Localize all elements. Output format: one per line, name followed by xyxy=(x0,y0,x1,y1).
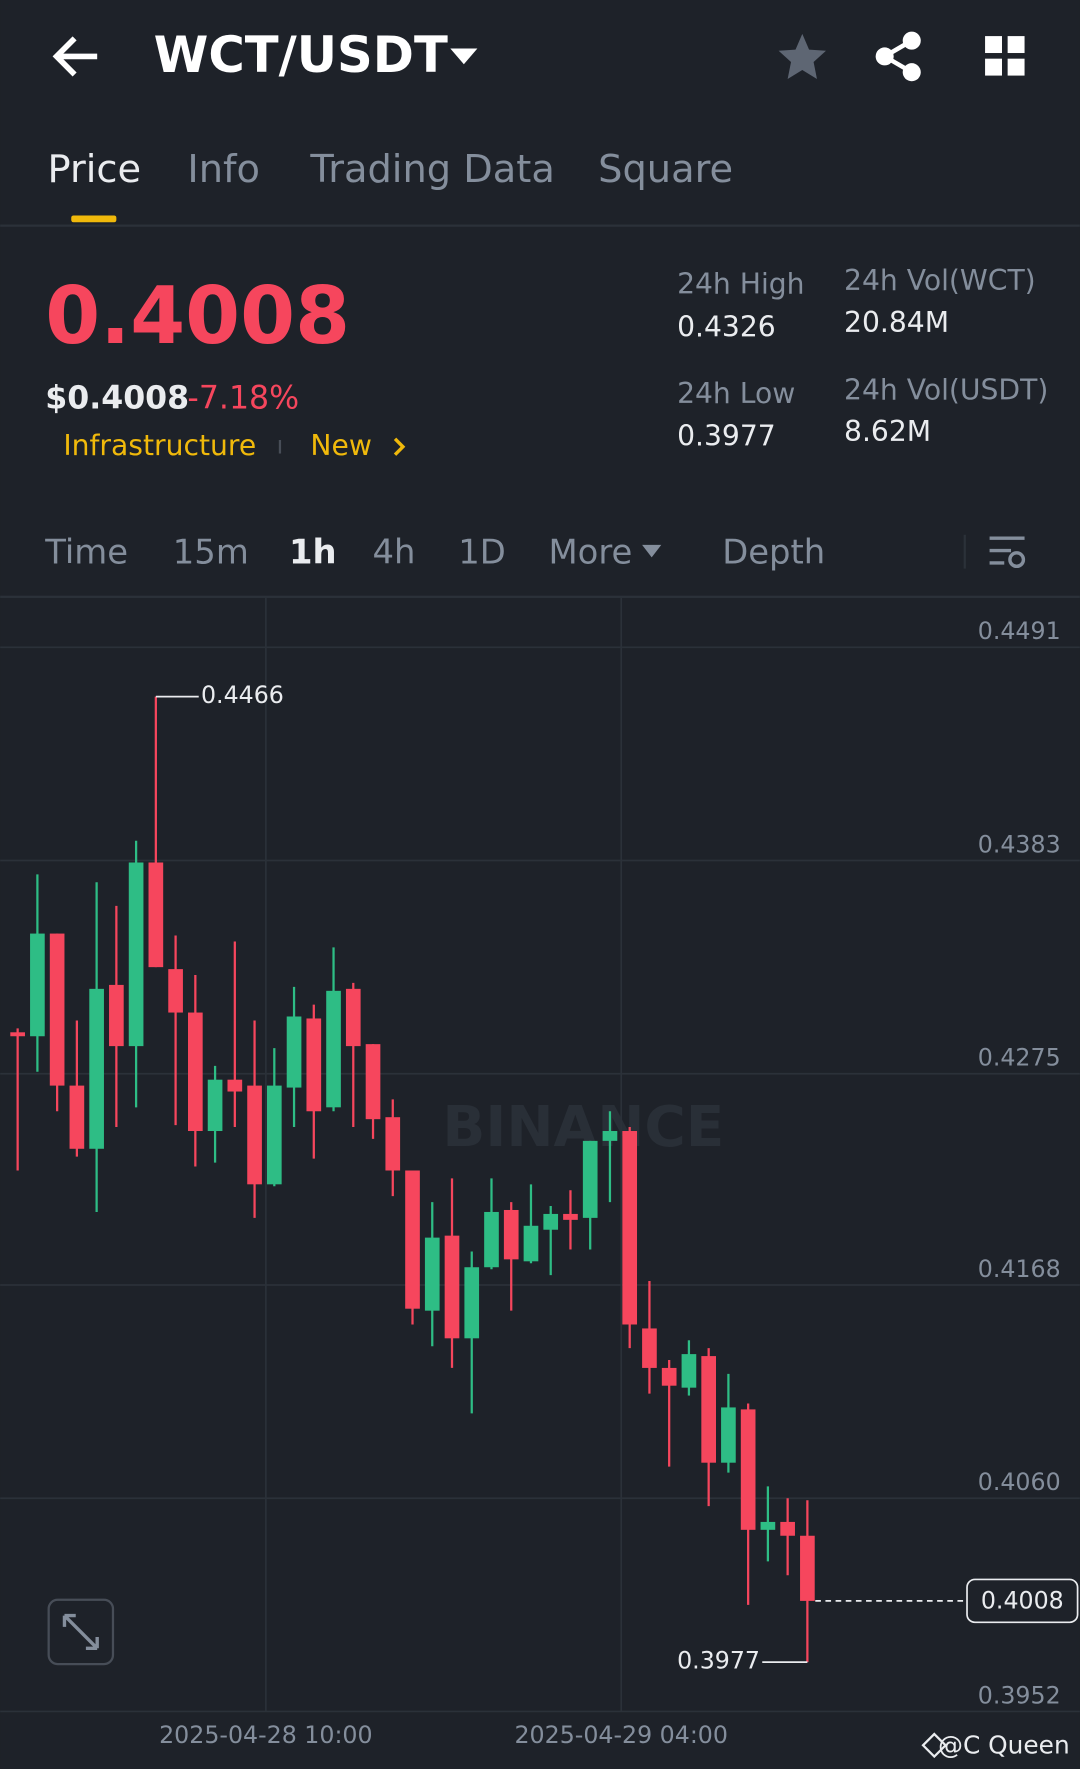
credit-logo xyxy=(921,1732,948,1759)
candle-body xyxy=(326,990,341,1108)
candle-body xyxy=(563,1213,578,1220)
chart-settings-icon[interactable] xyxy=(989,536,1026,569)
x-tick-label: 2025-04-28 10:00 xyxy=(159,1721,372,1749)
candle-body xyxy=(780,1521,795,1536)
tab[interactable]: Info xyxy=(187,147,260,192)
candle-body xyxy=(227,1079,243,1092)
candle-body xyxy=(721,1407,736,1463)
last-price: 0.4008 xyxy=(45,270,350,362)
credit: @C Queen xyxy=(938,1730,1070,1759)
tab[interactable]: Square xyxy=(598,147,733,192)
stat-label: 24h Vol(USDT) xyxy=(844,373,1048,406)
usd-price: $0.4008 xyxy=(45,380,189,416)
stat-value: 20.84M xyxy=(844,306,949,339)
candle-body xyxy=(543,1213,559,1230)
tab[interactable]: Trading Data xyxy=(309,147,554,192)
stat-label: 24h Low xyxy=(677,377,795,410)
y-tick-label: 0.3952 xyxy=(978,1681,1061,1709)
candle-body xyxy=(128,862,144,1047)
interval-tab[interactable]: 15m xyxy=(173,532,249,571)
candle-body xyxy=(306,1018,322,1112)
grid-menu-icon[interactable] xyxy=(985,36,1025,76)
more-dropdown[interactable] xyxy=(642,544,662,558)
candle-body xyxy=(286,1016,302,1088)
last-price-box xyxy=(966,1578,1079,1624)
candle-body xyxy=(385,1117,401,1171)
x-tick-label: 2025-04-29 04:00 xyxy=(514,1721,727,1749)
candle-body xyxy=(740,1409,756,1530)
interval-tab[interactable]: Depth xyxy=(722,532,825,571)
y-tick-label: 0.4275 xyxy=(978,1044,1061,1072)
interval-tab[interactable]: 1D xyxy=(458,532,506,571)
divider xyxy=(963,534,966,569)
price-change: -7.18% xyxy=(187,380,299,416)
candle-body xyxy=(109,984,124,1047)
candle-body xyxy=(602,1131,618,1141)
candle-body xyxy=(582,1140,598,1218)
stat-value: 0.3977 xyxy=(677,420,776,453)
candle-body xyxy=(484,1211,499,1268)
stat-value: 0.4326 xyxy=(677,310,776,343)
tag-chevron[interactable] xyxy=(393,437,406,456)
candle-body xyxy=(69,1085,85,1149)
low-label: 0.3977 xyxy=(677,1647,760,1675)
candle-body xyxy=(523,1225,539,1262)
candle-body xyxy=(800,1535,815,1601)
active-tab-indicator xyxy=(71,215,117,223)
stat-label: 24h Vol(WCT) xyxy=(844,264,1036,297)
candle-body xyxy=(424,1237,440,1311)
candle-body xyxy=(207,1079,223,1132)
stat-value: 8.62M xyxy=(844,415,931,448)
share-icon[interactable] xyxy=(875,31,921,82)
favorite-icon[interactable] xyxy=(778,33,826,79)
candle-body xyxy=(345,988,361,1047)
candle-body xyxy=(444,1235,460,1339)
candle-body xyxy=(642,1328,657,1368)
divider xyxy=(0,595,1080,598)
candle-body xyxy=(89,988,104,1149)
last-price-label: 0.4008 xyxy=(981,1587,1064,1615)
y-tick-label: 0.4383 xyxy=(978,830,1061,858)
pair-title[interactable]: WCT/USDT xyxy=(154,26,448,84)
candle-body xyxy=(188,1012,203,1132)
y-tick-label: 0.4168 xyxy=(978,1255,1061,1283)
candle-body xyxy=(405,1170,420,1309)
candle-body xyxy=(760,1521,776,1530)
y-tick-label: 0.4060 xyxy=(978,1468,1061,1496)
expand-button[interactable] xyxy=(47,1598,115,1666)
y-tick-label: 0.4491 xyxy=(978,617,1061,645)
interval-tab[interactable]: 4h xyxy=(372,532,415,571)
candle-body xyxy=(681,1354,697,1388)
candle-body xyxy=(464,1267,480,1339)
candle-body xyxy=(503,1209,519,1260)
candle-body xyxy=(266,1085,282,1185)
candle-body xyxy=(247,1085,262,1185)
interval-tab[interactable]: More xyxy=(548,532,632,571)
tag[interactable]: Infrastructure xyxy=(63,429,256,462)
candle-body xyxy=(30,933,45,1037)
candle-body xyxy=(148,862,164,968)
candle-body xyxy=(622,1131,638,1325)
candle-body xyxy=(10,1032,25,1037)
pair-dropdown[interactable] xyxy=(450,48,478,65)
tag-separator xyxy=(278,439,282,454)
tag[interactable]: New xyxy=(310,429,371,462)
interval-tab[interactable]: 1h xyxy=(289,532,337,571)
stat-label: 24h High xyxy=(677,267,804,300)
divider xyxy=(0,224,1080,227)
tab[interactable]: Price xyxy=(48,147,142,192)
interval-tab[interactable]: Time xyxy=(44,532,128,571)
candle-body xyxy=(168,969,183,1013)
back-button[interactable] xyxy=(52,36,98,77)
high-label: 0.4466 xyxy=(201,681,284,709)
candle-body xyxy=(365,1044,381,1120)
candle-body xyxy=(661,1367,677,1386)
candle-body xyxy=(701,1356,716,1463)
candle-body xyxy=(49,933,65,1086)
